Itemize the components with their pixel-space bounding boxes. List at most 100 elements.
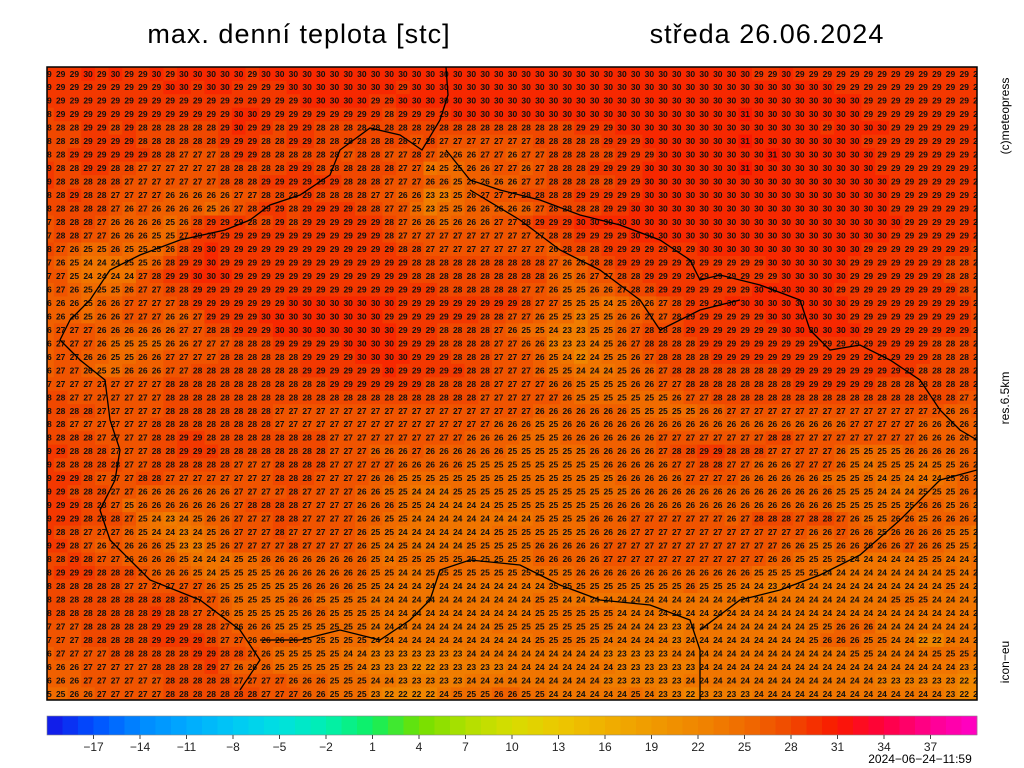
- cell-value: 24: [152, 527, 162, 537]
- cell-value: 29: [248, 82, 258, 92]
- cell-value: 29: [302, 338, 312, 348]
- cell-value: 28: [521, 123, 531, 133]
- cell-value: 30: [385, 352, 395, 362]
- cell-value: 27: [316, 541, 326, 551]
- cell-value: 27: [193, 473, 203, 483]
- cell-value: 29: [439, 365, 449, 375]
- cell-value: 30: [357, 96, 367, 106]
- cell-value: 30: [453, 69, 463, 79]
- cell-value: 26: [152, 217, 162, 227]
- cell-value: 29: [467, 311, 477, 321]
- cell-value: 29: [713, 257, 723, 267]
- cell-value: 29: [398, 325, 408, 335]
- cell-value: 29: [877, 136, 887, 146]
- cell-value: 29: [905, 217, 915, 227]
- cell-value: 29: [56, 541, 66, 551]
- cell-value: 29: [754, 69, 764, 79]
- cell-value: 27: [152, 379, 162, 389]
- cell-value: 29: [918, 150, 928, 160]
- cell-value: 28: [672, 338, 682, 348]
- cell-value: 26: [576, 433, 586, 443]
- grid-cell: [505, 80, 520, 95]
- cell-value: 29: [124, 109, 134, 119]
- cell-value: 27: [412, 231, 422, 241]
- cell-value: 30: [371, 82, 381, 92]
- cell-value: 30: [207, 257, 217, 267]
- cell-value: 29: [891, 338, 901, 348]
- cell-value: 28: [467, 325, 477, 335]
- cell-value: 27: [124, 460, 134, 470]
- cell-value: 30: [836, 325, 846, 335]
- grid-cell: [615, 67, 630, 82]
- grid-cell: [574, 80, 589, 95]
- cell-value: 29: [343, 365, 353, 375]
- cell-value: 25: [97, 284, 107, 294]
- cell-value: 28: [521, 271, 531, 281]
- cell-value: 28: [946, 257, 956, 267]
- grid-cell: [779, 67, 794, 82]
- cell-value: 28: [70, 460, 80, 470]
- cell-value: 30: [645, 204, 655, 214]
- cell-value: 29: [946, 136, 956, 146]
- grid-cell: [464, 107, 479, 122]
- cell-value: 23: [193, 541, 203, 551]
- cell-value: 27: [179, 352, 189, 362]
- cell-value: 27: [97, 527, 107, 537]
- cell-value: 27: [316, 473, 326, 483]
- cell-value: 29: [398, 338, 408, 348]
- cell-value: 27: [111, 190, 121, 200]
- grid-cell: [491, 94, 507, 109]
- cell-value: 28: [467, 271, 477, 281]
- grid-cell: [135, 80, 151, 95]
- cell-value: 27: [850, 419, 860, 429]
- cell-value: 30: [699, 190, 709, 200]
- cell-value: 30: [494, 96, 504, 106]
- cell-value: 25: [576, 392, 586, 402]
- cell-value: 27: [549, 257, 559, 267]
- cell-value: 28: [535, 257, 545, 267]
- cell-value: 25: [617, 352, 627, 362]
- cell-value: 29: [809, 338, 819, 348]
- cell-value: 29: [699, 257, 709, 267]
- cell-value: 29: [70, 109, 80, 119]
- cell-value: 29: [234, 136, 244, 146]
- cell-value: 28: [549, 231, 559, 241]
- cell-value: 28: [439, 284, 449, 294]
- cell-value: 25: [590, 311, 600, 321]
- grid-cell: [683, 94, 698, 109]
- cell-value: 25: [604, 338, 614, 348]
- cell-value: 29: [891, 69, 901, 79]
- cell-value: 26: [97, 325, 107, 335]
- cell-value: 29: [289, 244, 299, 254]
- cell-value: 25: [371, 527, 381, 537]
- cell-value: 28: [453, 325, 463, 335]
- cell-value: 29: [918, 217, 928, 227]
- cell-value: 29: [83, 163, 93, 173]
- cell-value: 28: [179, 123, 189, 133]
- cell-value: 28: [111, 460, 121, 470]
- cell-value: 24: [439, 541, 449, 551]
- cell-value: 27: [754, 541, 764, 551]
- cell-value: 28: [508, 123, 518, 133]
- cell-value: 30: [713, 109, 723, 119]
- cell-value: 30: [768, 82, 778, 92]
- cell-value: 30: [699, 96, 709, 106]
- grid-cell: [505, 107, 520, 122]
- grid-cell: [971, 67, 977, 82]
- cell-value: 29: [316, 257, 326, 267]
- grid-cell: [642, 67, 657, 82]
- cell-value: 30: [535, 82, 545, 92]
- cell-value: 28: [740, 365, 750, 375]
- cell-value: 28: [412, 244, 422, 254]
- cell-value: 29: [234, 271, 244, 281]
- cell-value: 28: [453, 352, 463, 362]
- cell-value: 28: [494, 271, 504, 281]
- cell-value: 30: [686, 204, 696, 214]
- cell-value: 30: [823, 163, 833, 173]
- cell-value: 29: [97, 96, 107, 106]
- cell-value: 29: [959, 177, 969, 187]
- grid-cell: [464, 80, 479, 95]
- cell-value: 30: [645, 217, 655, 227]
- cell-value: 29: [877, 82, 887, 92]
- cell-value: 29: [973, 123, 983, 133]
